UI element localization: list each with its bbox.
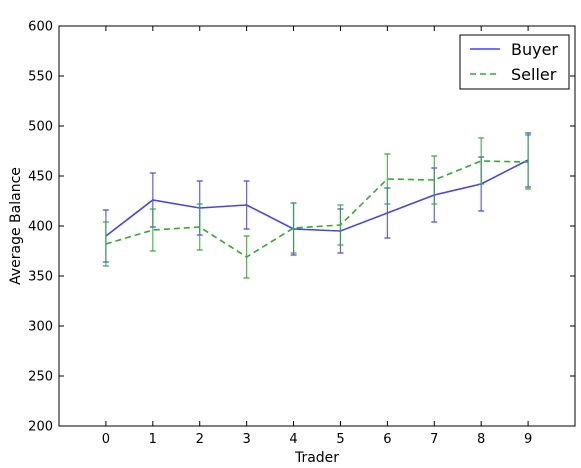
series-layer bbox=[102, 132, 532, 279]
series-seller bbox=[102, 134, 532, 279]
axes-layer: 0 1 2 3 4 5 6 7 8 9 200 250 300 350 400 450 500 550 600 bbox=[28, 20, 576, 447]
y-tick-label-250: 250 bbox=[28, 370, 53, 385]
x-tick-label-6: 6 bbox=[383, 432, 391, 447]
x-axis-label: Trader bbox=[294, 450, 339, 466]
y-tick-label-450: 450 bbox=[28, 170, 53, 185]
x-tick-label-1: 1 bbox=[149, 432, 157, 447]
y-tick-label-200: 200 bbox=[28, 420, 53, 435]
legend-box bbox=[459, 34, 570, 90]
x-tick-label-8: 8 bbox=[477, 432, 485, 447]
legend-label-seller: Seller bbox=[511, 65, 557, 84]
y-tick-label-400: 400 bbox=[28, 220, 53, 235]
x-tick-label-4: 4 bbox=[289, 432, 297, 447]
series-line-buyer bbox=[105, 159, 529, 237]
x-tick-label-7: 7 bbox=[430, 432, 438, 447]
y-tick-label-300: 300 bbox=[28, 320, 53, 335]
x-tick-label-3: 3 bbox=[242, 432, 250, 447]
legend: Buyer Seller bbox=[459, 34, 570, 90]
series-line-seller bbox=[105, 160, 529, 258]
x-tick-label-2: 2 bbox=[196, 432, 204, 447]
y-axis-label: Average Balance bbox=[8, 167, 24, 285]
x-tick-label-0: 0 bbox=[102, 432, 110, 447]
legend-label-buyer: Buyer bbox=[511, 40, 558, 59]
x-tick-label-9: 9 bbox=[524, 432, 532, 447]
y-tick-label-600: 600 bbox=[28, 20, 53, 35]
x-tick-label-5: 5 bbox=[336, 432, 344, 447]
y-tick-label-500: 500 bbox=[28, 120, 53, 135]
y-tick-label-550: 550 bbox=[28, 70, 53, 85]
y-tick-label-350: 350 bbox=[28, 270, 53, 285]
